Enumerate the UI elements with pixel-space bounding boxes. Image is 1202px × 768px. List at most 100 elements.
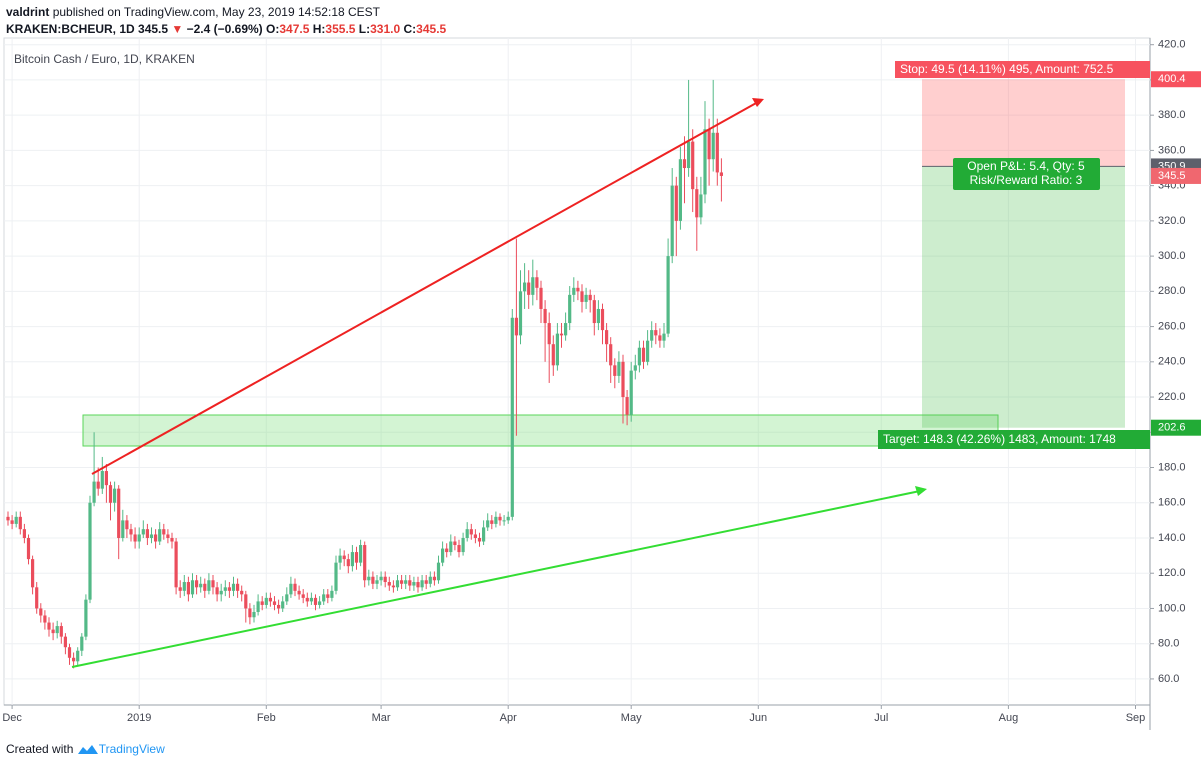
symbol: KRAKEN:BCHEUR, 1D — [6, 22, 135, 36]
resistance-trendline — [91, 101, 759, 475]
price-tag-label: 400.4 — [1158, 73, 1186, 85]
candle-body — [625, 397, 629, 415]
candle-body — [240, 590, 244, 595]
candle-body — [494, 516, 498, 524]
candle-body — [445, 548, 449, 553]
candle-body — [67, 647, 72, 658]
target-zone — [922, 166, 1125, 428]
candle-body — [35, 587, 39, 609]
chart-title: Bitcoin Cash / Euro, 1D, KRAKEN — [14, 52, 195, 66]
ohlc: O:347.5 H:355.5 L:331.0 C:345.5 — [266, 22, 446, 36]
price-tag — [1151, 71, 1201, 88]
candle-body — [199, 583, 203, 588]
candle-body — [436, 562, 441, 581]
candle-body — [31, 559, 35, 588]
stop-label: Stop: 49.5 (14.11%) 495, Amount: 752.5 — [900, 62, 1114, 76]
x-tick-label: Apr — [500, 712, 517, 724]
candle-body — [227, 587, 231, 591]
candle-body — [387, 582, 391, 586]
candle-body — [453, 541, 457, 546]
candle-body — [309, 597, 313, 602]
candle-body — [629, 370, 633, 415]
candle-body — [88, 502, 92, 600]
candle-body — [84, 599, 88, 637]
candle-body — [313, 597, 318, 605]
candle-body — [149, 534, 154, 538]
stop-zone — [922, 79, 1125, 167]
candle-body — [617, 361, 621, 376]
ohlc-value: 347.5 — [279, 22, 310, 36]
price-tag — [1151, 419, 1201, 436]
candle-body — [477, 537, 482, 542]
candle-body — [678, 159, 682, 221]
candle-body — [289, 583, 293, 595]
candle-body — [268, 597, 272, 602]
y-tick-label: 220.0 — [1158, 391, 1186, 403]
candle-body — [14, 516, 18, 524]
footer: Created with TradingView — [6, 742, 165, 757]
candle-body — [100, 471, 104, 489]
candle-body — [695, 189, 699, 218]
candle-body — [334, 562, 338, 591]
brand: TradingView — [98, 742, 165, 756]
x-tick-label: Dec — [2, 712, 22, 724]
candle-body — [51, 629, 55, 634]
candle-body — [711, 132, 715, 160]
candle-body — [195, 580, 199, 588]
y-tick-label: 260.0 — [1158, 320, 1186, 332]
candle-body — [482, 527, 486, 542]
y-tick-label: 240.0 — [1158, 356, 1186, 368]
candle-body — [215, 587, 219, 595]
candle-body — [568, 294, 572, 324]
candle-body — [260, 601, 264, 605]
candle-body — [535, 277, 539, 288]
pnl-bg — [953, 158, 1100, 190]
y-tick-label: 180.0 — [1158, 461, 1186, 473]
candle-body — [646, 340, 650, 362]
candle-body — [412, 582, 416, 586]
candle-body — [498, 516, 502, 521]
candle-body — [219, 590, 223, 595]
arrow-head — [752, 98, 764, 107]
candle-body — [650, 330, 654, 341]
candle-body — [719, 172, 723, 176]
price-tag — [1151, 167, 1201, 184]
candle-body — [703, 129, 707, 195]
candle-body — [592, 300, 596, 324]
logo — [77, 744, 98, 754]
candle-body — [400, 580, 404, 584]
ohlc-value: 355.5 — [325, 22, 356, 36]
x-tick-label: Aug — [999, 712, 1019, 724]
candle-body — [244, 594, 248, 609]
candle-body — [527, 282, 531, 295]
candle-body — [420, 580, 424, 588]
candle-body — [559, 333, 564, 336]
candle-body — [658, 335, 662, 341]
y-tick-label: 120.0 — [1158, 567, 1186, 579]
x-tick-label: Feb — [257, 712, 276, 724]
candle-body — [80, 636, 84, 651]
candle-body — [576, 287, 580, 292]
candle-body — [457, 545, 461, 553]
candle-body — [514, 317, 518, 336]
ohlc-label: C: — [403, 22, 417, 36]
y-tick-label: 300.0 — [1158, 250, 1186, 262]
candle-body — [63, 636, 67, 648]
candle-body — [10, 520, 14, 524]
candle-body — [367, 576, 371, 581]
candle-body — [662, 333, 666, 341]
x-tick-label: Jul — [874, 712, 888, 724]
candle-body — [203, 583, 207, 591]
ohlc-label: O: — [266, 22, 280, 36]
candle-body — [43, 615, 47, 623]
candle-body — [256, 601, 260, 612]
down-arrow: ▼ — [171, 22, 184, 36]
candle-body — [129, 529, 133, 535]
candle-body — [236, 583, 240, 591]
candle-body — [354, 552, 359, 563]
x-tick-label: Mar — [372, 712, 391, 724]
candle-body — [461, 537, 465, 553]
candle-body — [59, 626, 63, 637]
candle-body — [301, 594, 305, 598]
